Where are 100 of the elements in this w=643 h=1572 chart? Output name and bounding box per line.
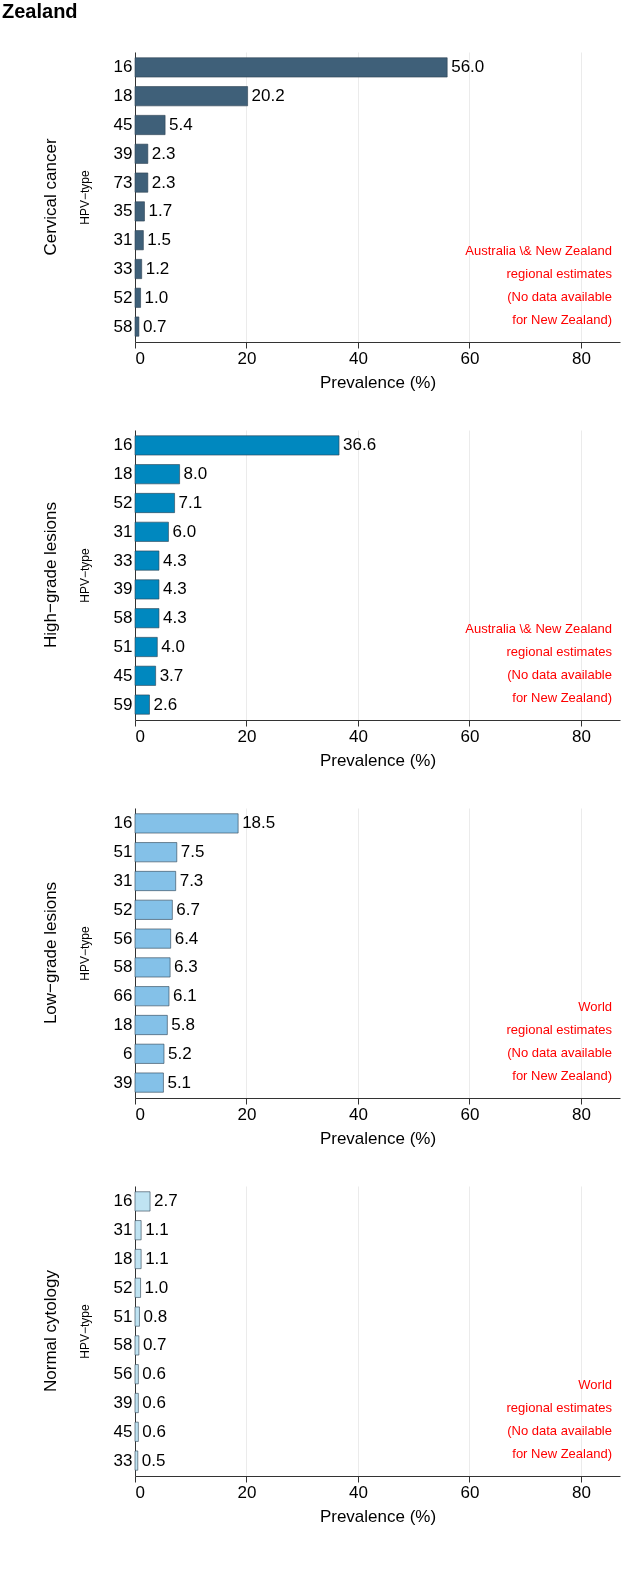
bar [134, 435, 340, 456]
x-axis-title: Prevalence (%) [319, 1506, 437, 1526]
bar [134, 115, 166, 135]
data-label: 1.7 [148, 201, 173, 221]
annotation: for New Zealand) [512, 312, 612, 327]
data-label: 0.8 [143, 1306, 168, 1326]
data-label: 56.0 [451, 57, 485, 77]
y-tick-label: 73 [113, 172, 133, 192]
annotation: regional estimates [506, 1022, 613, 1037]
data-label: 5.2 [167, 1043, 192, 1063]
x-tick-label: 0 [135, 348, 145, 368]
y-tick-label: 33 [113, 259, 133, 278]
data-label: 1.0 [144, 1277, 169, 1297]
bar [134, 550, 160, 571]
y-tick-label: 39 [113, 1393, 133, 1412]
x-tick-label: 60 [460, 1104, 480, 1124]
y-tick-label: 52 [113, 899, 133, 919]
y-tick-label: 45 [113, 665, 133, 685]
x-axis-title: Prevalence (%) [319, 372, 437, 392]
bar [134, 1220, 142, 1241]
data-label: 18.5 [242, 813, 276, 833]
chart-subtitle: Zealand [1, 0, 79, 22]
x-axis-title: Prevalence (%) [319, 750, 437, 770]
bar [134, 259, 142, 279]
data-label: 6.0 [172, 521, 197, 541]
data-label: 36.6 [343, 435, 377, 455]
y-tick-label: 56 [113, 928, 133, 948]
data-label: 4.0 [161, 637, 185, 656]
data-label: 1.1 [145, 1220, 169, 1240]
data-label: 0.7 [142, 316, 167, 336]
bar [134, 230, 144, 251]
bar [134, 172, 149, 193]
annotation: (No data available [507, 667, 612, 682]
bar [134, 694, 150, 715]
annotation: World [578, 999, 612, 1014]
data-label: 7.1 [178, 493, 203, 512]
annotation: (No data available [507, 289, 612, 304]
bar [134, 521, 169, 542]
y-tick-label: 39 [113, 1072, 133, 1092]
data-label: 2.3 [151, 143, 176, 163]
bar [134, 928, 171, 949]
data-label: 8.0 [183, 464, 208, 484]
y-tick-label: 51 [113, 842, 133, 862]
y-tick-label: 31 [113, 871, 133, 890]
x-tick-label: 20 [237, 726, 257, 746]
text: Low−grade lesions [41, 881, 61, 1025]
x-tick-label: 20 [237, 1104, 257, 1124]
x-tick-label: 0 [135, 1482, 145, 1502]
data-label: 4.3 [162, 550, 187, 570]
data-label: 20.2 [251, 86, 285, 106]
data-label: 5.4 [169, 115, 193, 134]
data-label: 3.7 [159, 665, 184, 685]
bar [134, 899, 173, 920]
annotation: regional estimates [506, 266, 613, 281]
x-tick-label: 60 [460, 726, 480, 746]
annotation: for New Zealand) [512, 1446, 612, 1461]
y-tick-label: 33 [113, 1450, 133, 1470]
y-tick-label: 39 [113, 579, 133, 599]
data-label: 4.3 [162, 579, 187, 599]
x-tick-label: 80 [572, 1104, 591, 1124]
bar [134, 493, 175, 513]
data-label: 6.3 [174, 957, 198, 977]
y-tick-label: 16 [113, 435, 133, 455]
bar [134, 637, 158, 657]
y-axis-title: HPV−type [77, 926, 92, 981]
bar [134, 842, 178, 863]
data-label: 2.7 [154, 1191, 178, 1211]
data-label: 1.1 [145, 1249, 169, 1268]
data-label: 7.5 [180, 842, 205, 862]
data-label: 4.3 [162, 608, 187, 628]
x-tick-label: 40 [349, 726, 368, 746]
annotation: World [578, 1377, 612, 1392]
data-label: 6.1 [173, 986, 197, 1006]
x-axis-title: Prevalence (%) [319, 1128, 437, 1148]
bar [134, 1015, 168, 1035]
y-tick-label: 16 [113, 813, 133, 833]
x-tick-label: 80 [572, 726, 591, 746]
bar [134, 1249, 142, 1269]
y-tick-label: 52 [113, 493, 133, 512]
bar [134, 957, 171, 978]
bar [134, 201, 145, 222]
data-label: 0.7 [142, 1335, 167, 1355]
y-tick-label: 56 [113, 1364, 133, 1384]
bar [134, 1364, 139, 1385]
bar [134, 1277, 141, 1298]
annotation: (No data available [507, 1045, 612, 1060]
y-tick-label: 18 [113, 464, 133, 484]
bar [134, 1043, 165, 1064]
bar [134, 871, 176, 891]
data-label: 2.3 [151, 172, 176, 192]
y-tick-label: 18 [113, 86, 133, 106]
bar [134, 1393, 139, 1413]
y-tick-label: 31 [113, 521, 133, 541]
x-tick-label: 60 [460, 348, 480, 368]
y-tick-label: 31 [113, 1220, 133, 1240]
y-tick-label: 33 [113, 550, 133, 570]
text: High−grade lesions [41, 501, 61, 649]
x-tick-label: 80 [572, 1482, 591, 1502]
bar [134, 1335, 140, 1356]
data-label: 2.6 [153, 694, 178, 714]
